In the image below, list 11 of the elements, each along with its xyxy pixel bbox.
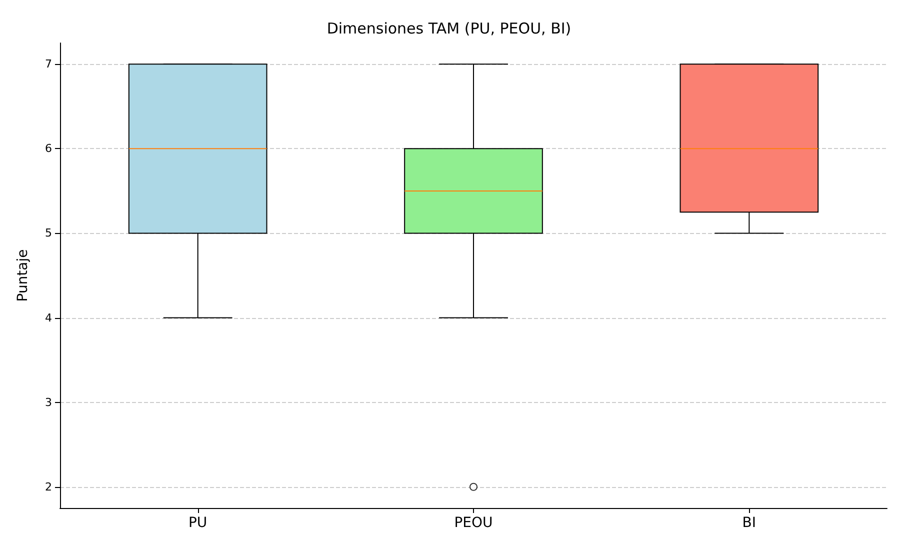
y-tick-label: 6: [45, 142, 52, 156]
chart-title: Dimensiones TAM (PU, PEOU, BI): [326, 20, 572, 38]
x-tick-label: BI: [742, 515, 756, 531]
y-axis-title: Puntaje: [15, 249, 31, 302]
y-tick-label: 5: [45, 226, 52, 240]
x-tick-label: PU: [188, 515, 208, 531]
y-tick-label: 3: [45, 396, 52, 409]
y-tick-label: 2: [45, 480, 52, 494]
y-tick-label: 7: [45, 58, 52, 71]
x-tick-label: PEOU: [454, 515, 493, 531]
y-tick-label: 4: [45, 311, 52, 324]
